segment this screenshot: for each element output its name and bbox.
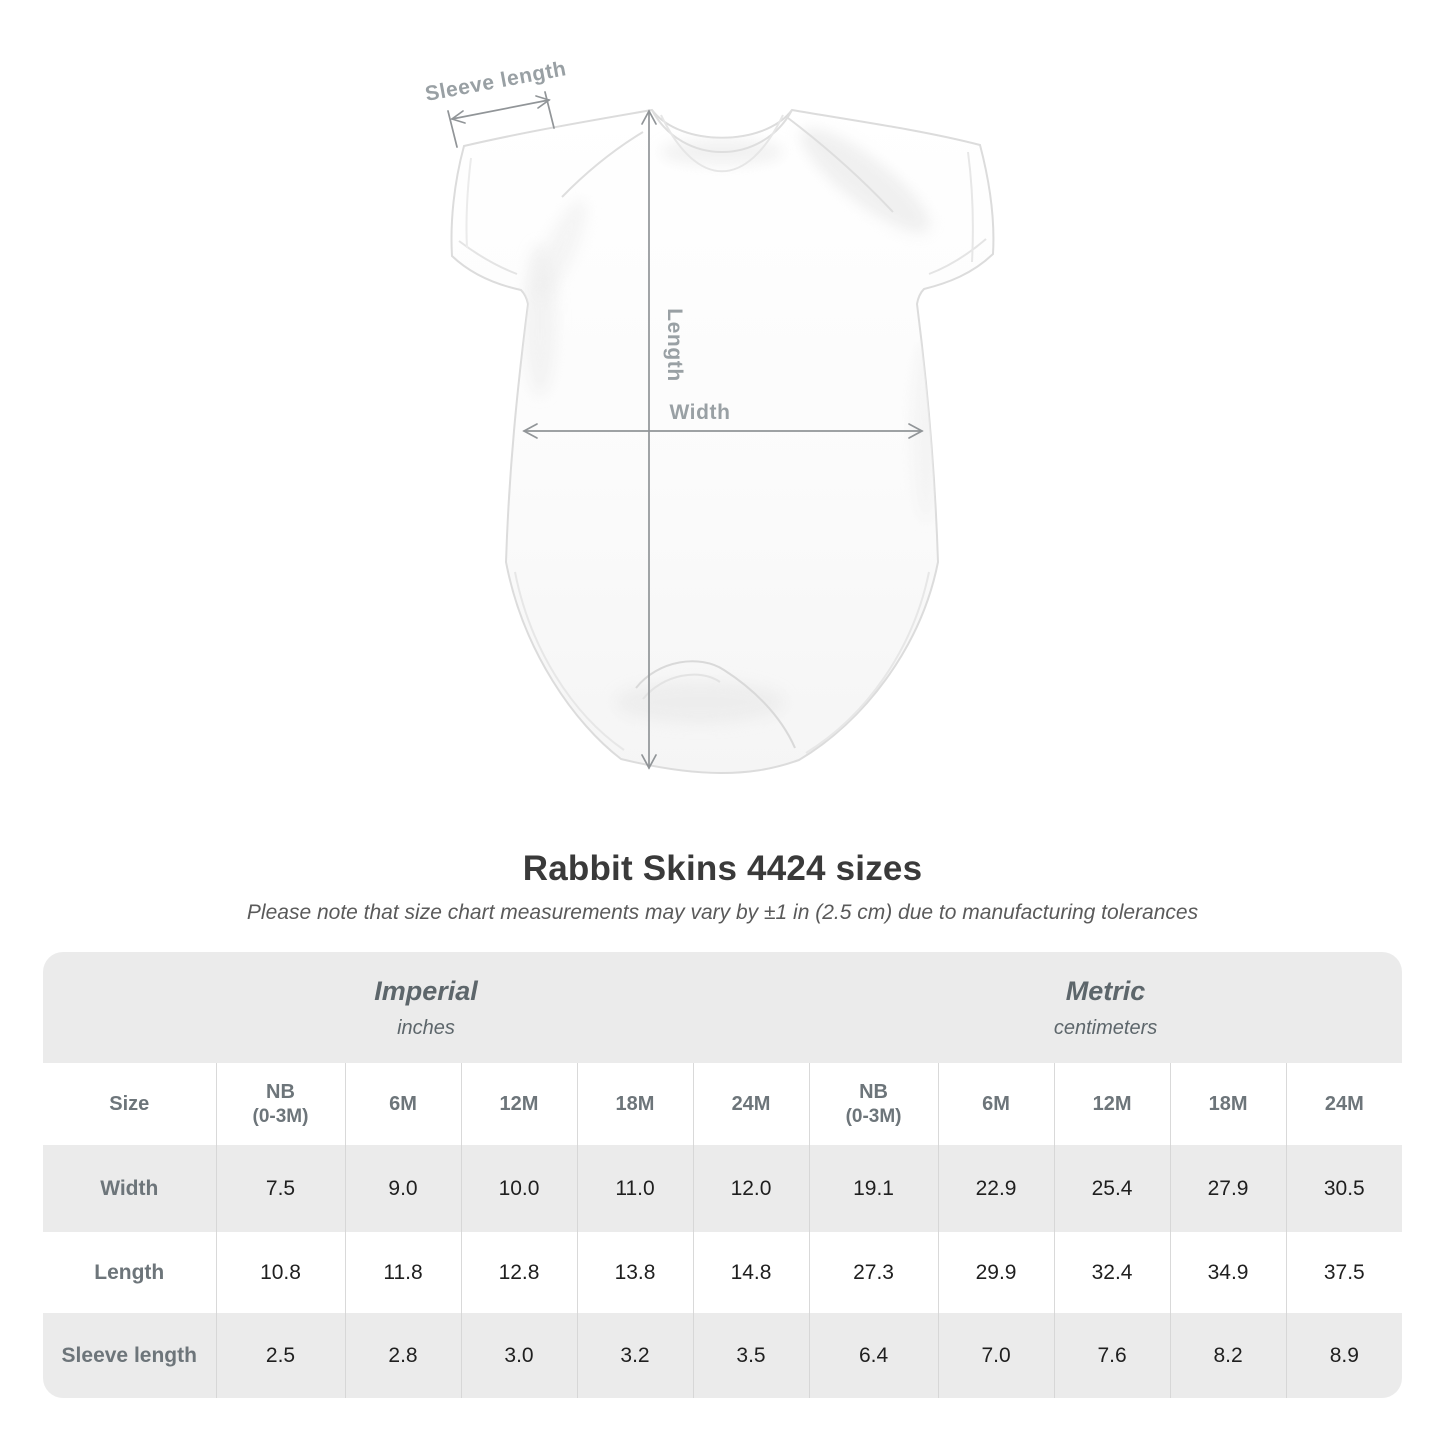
width-dimension-line: [522, 423, 924, 439]
table-cell: 3.2: [576, 1313, 693, 1398]
column-header: 24M: [1285, 1063, 1402, 1145]
table-cell: 11.8: [344, 1232, 461, 1313]
table-cell: 7.0: [937, 1313, 1055, 1398]
table-cell: 30.5: [1285, 1145, 1402, 1232]
table-cell: 7.5: [215, 1145, 345, 1232]
length-dimension-line: [641, 109, 657, 770]
table-cell: 12.8: [460, 1232, 577, 1313]
table-cell: 12.0: [692, 1145, 810, 1232]
table-cell: 25.4: [1053, 1145, 1171, 1232]
column-header: 6M: [344, 1063, 461, 1145]
size-chart-container: Imperial inches Metric centimeters Size …: [43, 952, 1402, 1398]
row-label-width: Width: [43, 1145, 216, 1232]
table-cell: 32.4: [1053, 1232, 1171, 1313]
column-header: 18M: [576, 1063, 693, 1145]
metric-label: Metric: [1065, 975, 1146, 1006]
table-cell: 2.8: [344, 1313, 461, 1398]
column-header: NB (0-3M): [808, 1063, 939, 1145]
column-header: 12M: [460, 1063, 577, 1145]
column-header-line2: (0-3M): [252, 1105, 309, 1127]
column-header: 12M: [1053, 1063, 1171, 1145]
column-header-line1: NB: [859, 1080, 888, 1103]
metric-unit: centimeters: [1053, 1016, 1158, 1039]
width-label: Width: [669, 401, 730, 424]
table-cell: 27.3: [808, 1232, 939, 1313]
column-header: NB (0-3M): [215, 1063, 345, 1145]
size-column-header: Size: [43, 1063, 216, 1145]
table-cell: 2.5: [215, 1313, 345, 1398]
table-cell: 8.9: [1285, 1313, 1402, 1398]
table-cell: 11.0: [576, 1145, 693, 1232]
table-cell: 7.6: [1053, 1313, 1171, 1398]
imperial-unit: inches: [397, 1016, 455, 1039]
table-cell: 3.5: [692, 1313, 810, 1398]
table-cell: 10.8: [215, 1232, 345, 1313]
column-header-line1: NB: [266, 1080, 295, 1103]
garment-seams: [458, 109, 987, 754]
row-label-length: Length: [43, 1232, 216, 1313]
column-header: 18M: [1169, 1063, 1287, 1145]
table-cell: 6.4: [808, 1313, 939, 1398]
table-row-sleeve-length: Sleeve length 2.5 2.8 3.0 3.2 3.5 6.4 7.…: [43, 1313, 1402, 1398]
imperial-label: Imperial: [374, 975, 478, 1006]
row-label-sleeve-length: Sleeve length: [43, 1313, 216, 1398]
table-cell: 10.0: [460, 1145, 577, 1232]
size-chart-table: Imperial inches Metric centimeters Size …: [43, 952, 1402, 1398]
table-cell: 14.8: [692, 1232, 810, 1313]
metric-group-header: Metric centimeters: [809, 952, 1402, 1063]
table-cell: 8.2: [1169, 1313, 1287, 1398]
table-cell: 9.0: [344, 1145, 461, 1232]
table-cell: 3.0: [460, 1313, 577, 1398]
length-label: Length: [663, 308, 686, 382]
table-row-width: Width 7.5 9.0 10.0 11.0 12.0 19.1 22.9 2…: [43, 1145, 1402, 1232]
table-cell: 37.5: [1285, 1232, 1402, 1313]
page-title: Rabbit Skins 4424 sizes: [522, 849, 923, 888]
table-cell: 22.9: [937, 1145, 1055, 1232]
tolerance-note: Please note that size chart measurements…: [246, 901, 1199, 924]
bodysuit-measurement-diagram: Sleeve length Length Width: [423, 57, 995, 774]
imperial-group-header: Imperial inches: [43, 952, 810, 1063]
size-header-row: Size NB (0-3M) 6M 12M 18M 24M NB (0-3M) …: [43, 1063, 1402, 1145]
column-header: 24M: [692, 1063, 810, 1145]
table-row-length: Length 10.8 11.8 12.8 13.8 14.8 27.3 29.…: [43, 1232, 1402, 1313]
table-cell: 29.9: [937, 1232, 1055, 1313]
unit-group-header-row: Imperial inches Metric centimeters: [43, 952, 1402, 1063]
table-cell: 34.9: [1169, 1232, 1287, 1313]
column-header-line2: (0-3M): [845, 1105, 902, 1127]
table-cell: 13.8: [576, 1232, 693, 1313]
sleeve-length-dimension-line: [447, 91, 555, 148]
table-cell: 27.9: [1169, 1145, 1287, 1232]
column-header: 6M: [937, 1063, 1055, 1145]
table-cell: 19.1: [808, 1145, 939, 1232]
bodysuit-garment: [450, 109, 995, 774]
dimension-lines: [447, 91, 924, 770]
